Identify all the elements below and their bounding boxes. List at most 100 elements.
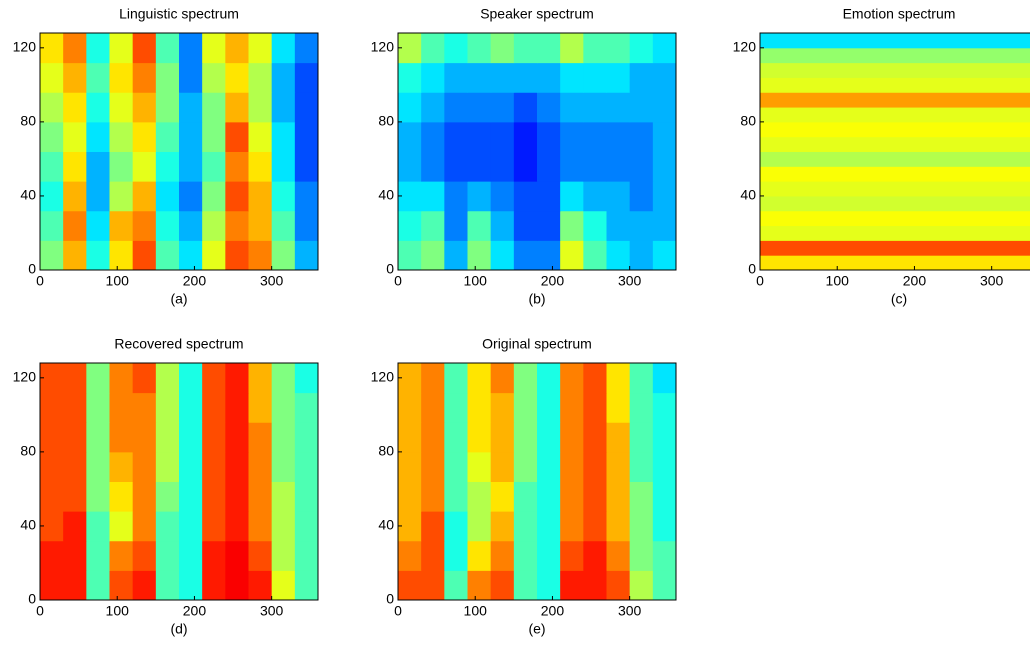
- y-tick-label: 80: [740, 113, 756, 129]
- heat-cell: [537, 240, 561, 271]
- heat-cell: [467, 33, 492, 64]
- heat-cell: [271, 181, 296, 212]
- heat-cell: [421, 240, 445, 271]
- heat-cell: [490, 392, 515, 423]
- heat-cell: [294, 363, 319, 394]
- heat-cell: [63, 481, 87, 512]
- heat-cell: [760, 210, 1030, 227]
- heat-cell: [398, 33, 422, 64]
- heat-cell: [421, 121, 445, 152]
- x-tick-label: 300: [618, 273, 642, 289]
- heat-cell: [40, 422, 64, 453]
- heat-cell: [537, 570, 561, 601]
- heat-cell: [271, 210, 296, 241]
- heat-cell: [760, 151, 1030, 167]
- heat-cell: [63, 62, 87, 93]
- heat-cell: [109, 210, 134, 241]
- heat-cell: [225, 62, 249, 93]
- heat-cell: [179, 181, 203, 212]
- heat-cell: [560, 92, 584, 123]
- heat-cell: [490, 540, 515, 571]
- heat-cell: [86, 481, 110, 512]
- heat-cell: [444, 392, 468, 423]
- heat-cell: [490, 181, 515, 212]
- x-tick-label: 100: [106, 603, 130, 619]
- heat-cell: [398, 151, 422, 182]
- heat-cell: [40, 62, 64, 93]
- y-tick-label: 120: [733, 39, 757, 55]
- heat-cell: [490, 451, 515, 482]
- heat-cell: [248, 363, 273, 394]
- heat-cell: [537, 121, 561, 152]
- heat-cell: [606, 210, 631, 241]
- heat-cell: [271, 392, 296, 423]
- y-tick-label: 80: [378, 113, 394, 129]
- heat-cell: [629, 210, 654, 241]
- heat-cell: [444, 240, 468, 271]
- heat-cell: [513, 210, 538, 241]
- heat-cell: [179, 570, 203, 601]
- heat-cell: [40, 363, 64, 394]
- y-tick-label: 80: [20, 113, 36, 129]
- heat-cell: [132, 570, 157, 601]
- heat-cell: [63, 451, 87, 482]
- y-tick-label: 40: [378, 517, 394, 533]
- heat-cell: [560, 422, 584, 453]
- heat-cell: [40, 240, 64, 271]
- heat-cell: [248, 92, 273, 123]
- heat-cell: [652, 481, 677, 512]
- heat-cell: [294, 240, 319, 271]
- heat-cell: [490, 511, 515, 542]
- heat-cell: [398, 540, 422, 571]
- heat-cell: [202, 151, 226, 182]
- heat-cell: [467, 451, 492, 482]
- heat-cell: [560, 363, 584, 394]
- heat-cell: [760, 92, 1030, 108]
- heat-cell: [225, 240, 249, 271]
- heat-cell: [86, 210, 110, 241]
- heat-cell: [202, 540, 226, 571]
- heat-cell: [583, 422, 607, 453]
- heat-cell: [225, 92, 249, 123]
- heat-cell: [225, 540, 249, 571]
- heat-cell: [202, 240, 226, 271]
- heat-cell: [513, 181, 538, 212]
- heat-cell: [132, 481, 157, 512]
- heat-cell: [490, 121, 515, 152]
- heat-cell: [294, 451, 319, 482]
- heat-cell: [225, 511, 249, 542]
- heat-cell: [63, 422, 87, 453]
- heat-cell: [86, 422, 110, 453]
- heat-cell: [583, 62, 607, 93]
- heat-cell: [179, 240, 203, 271]
- heat-cell: [652, 451, 677, 482]
- heat-cell: [606, 363, 631, 394]
- heat-cell: [606, 121, 631, 152]
- panel: 0 100 200 300 0 40 80 120 Recovered spectrum (d): [13, 336, 319, 637]
- heat-cell: [225, 363, 249, 394]
- heat-cell: [490, 570, 515, 601]
- heat-cell: [537, 422, 561, 453]
- heat-cell: [202, 121, 226, 152]
- heat-cell: [248, 240, 273, 271]
- heat-cell: [490, 151, 515, 182]
- heat-cell: [760, 195, 1030, 212]
- heat-cell: [467, 62, 492, 93]
- heat-cell: [513, 451, 538, 482]
- heat-cell: [398, 121, 422, 152]
- x-tick-label: 300: [260, 273, 284, 289]
- heat-cell: [225, 570, 249, 601]
- heat-cell: [86, 92, 110, 123]
- heat-cell: [179, 62, 203, 93]
- heat-cell: [629, 121, 654, 152]
- heat-cell: [513, 422, 538, 453]
- heat-cell: [444, 363, 468, 394]
- heat-cell: [86, 451, 110, 482]
- heat-cell: [444, 511, 468, 542]
- heat-cell: [537, 62, 561, 93]
- heat-cell: [583, 540, 607, 571]
- panel: 0 100 200 300 0 40 80 120 Speaker spectrum (b): [371, 6, 677, 307]
- heat-cell: [248, 121, 273, 152]
- heat-cell: [583, 181, 607, 212]
- heat-cell: [202, 181, 226, 212]
